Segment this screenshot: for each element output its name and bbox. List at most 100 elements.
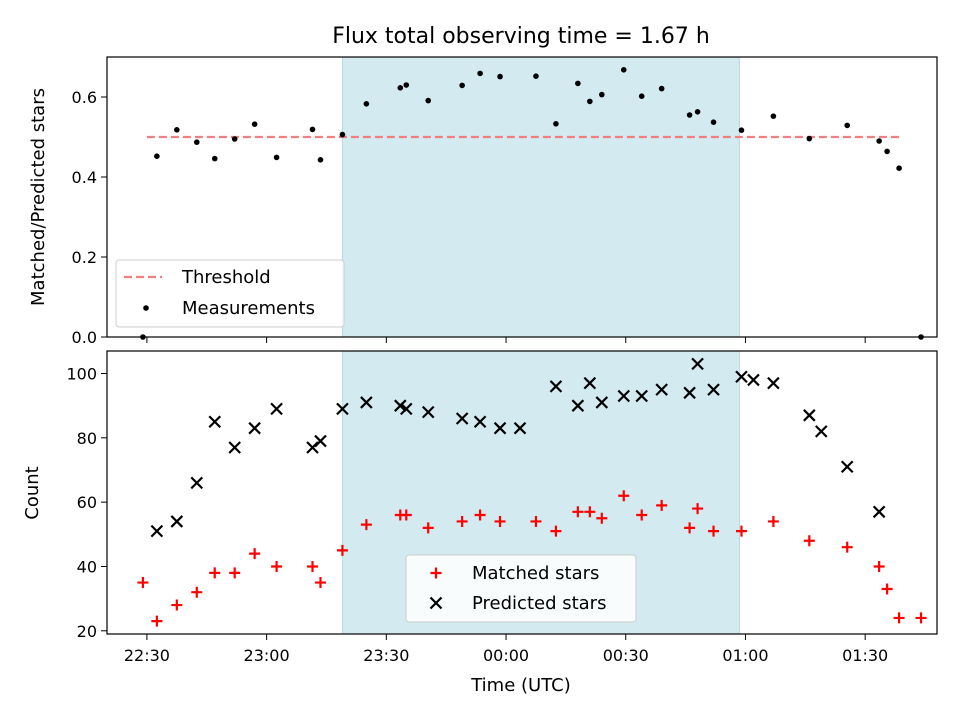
measurement-point <box>339 131 346 138</box>
measurement-point <box>686 112 693 118</box>
matched-point <box>572 506 584 518</box>
predicted-point <box>513 421 527 435</box>
bottom-y-axis-label: Count <box>22 466 43 519</box>
top-y-axis-label: Matched/Predicted stars <box>28 88 49 306</box>
top-shaded-span <box>341 56 740 338</box>
matched-point <box>708 525 720 537</box>
measurement-point <box>658 85 665 92</box>
predicted-point <box>683 386 696 400</box>
matched-point <box>550 525 562 537</box>
measurement-point <box>459 82 465 89</box>
measurement-point <box>770 113 777 119</box>
measurement-point <box>193 139 200 145</box>
predicted-point <box>872 505 886 519</box>
predicted-point <box>473 415 487 429</box>
x-tick-label: 01:00 <box>722 646 768 665</box>
matched-point <box>881 583 893 595</box>
legend-measurements-label: Measurements <box>182 298 315 319</box>
predicted-point <box>635 389 648 403</box>
top-y-tick-label: 0.0 <box>72 328 97 347</box>
legend-matched-swatch <box>430 567 442 579</box>
matched-point <box>209 567 221 579</box>
bottom-axes-frame <box>106 350 938 635</box>
predicted-point <box>815 425 828 438</box>
measurement-point <box>599 91 605 98</box>
measurement-point <box>884 148 890 155</box>
predicted-point <box>803 409 816 422</box>
matched-point <box>893 612 905 624</box>
matched-point <box>360 519 372 531</box>
bottom-y-tick-label: 80 <box>77 429 97 448</box>
predicted-point <box>248 421 261 435</box>
predicted-point <box>747 373 760 387</box>
matched-point <box>307 560 319 572</box>
matched-point <box>400 509 412 521</box>
measurement-point <box>309 126 316 133</box>
x-tick-label: 00:00 <box>483 646 529 665</box>
bottom-legend-box <box>405 554 637 623</box>
measurement-point <box>154 153 160 159</box>
matched-point <box>618 490 630 502</box>
top-legend-box <box>115 259 345 328</box>
measurement-point <box>896 165 902 171</box>
matched-point <box>873 560 885 572</box>
predicted-point <box>190 476 204 490</box>
top-axes-frame <box>106 56 938 338</box>
measurement-point <box>251 121 258 127</box>
matched-point <box>915 612 927 624</box>
predicted-point <box>493 421 507 435</box>
legend-predicted-swatch <box>429 596 443 610</box>
predicted-point <box>400 402 413 416</box>
measurement-point <box>738 127 745 133</box>
matched-point <box>336 544 348 556</box>
measurement-point <box>575 80 581 87</box>
matched-point <box>596 512 608 524</box>
measurement-point <box>397 85 404 91</box>
matched-point <box>151 615 163 627</box>
matched-point <box>137 577 149 589</box>
measurement-point <box>425 97 432 104</box>
x-tick-label: 23:30 <box>363 646 409 665</box>
predicted-point <box>150 524 164 538</box>
legend-matched-label: Matched stars <box>472 563 599 584</box>
predicted-point <box>360 396 373 409</box>
matched-point <box>692 503 704 515</box>
top-y-tick-label: 0.2 <box>72 248 97 267</box>
measurement-point <box>806 135 813 142</box>
bottom-y-tick-label: 60 <box>77 493 97 512</box>
measurement-point <box>694 109 701 115</box>
predicted-point <box>394 399 407 412</box>
legend-threshold-label: Threshold <box>181 267 271 288</box>
predicted-point <box>549 380 563 393</box>
matched-point <box>494 515 506 527</box>
measurement-point <box>497 73 503 80</box>
predicted-point <box>617 389 631 403</box>
predicted-point <box>583 376 597 390</box>
predicted-point <box>208 415 222 429</box>
measurement-point <box>876 138 882 144</box>
measurement-point <box>174 127 180 133</box>
predicted-point <box>655 383 668 396</box>
measurement-point <box>363 101 370 107</box>
matched-point <box>191 586 203 598</box>
matched-point <box>636 509 648 521</box>
bottom-y-tick-label: 100 <box>66 365 97 384</box>
measurement-point <box>620 67 627 73</box>
matched-point <box>456 515 468 527</box>
top-legend: Threshold Measurements <box>115 259 345 328</box>
measurement-point <box>553 121 559 127</box>
measurement-point <box>403 82 410 88</box>
matched-point <box>841 541 853 553</box>
x-tick-label: 00:30 <box>603 646 649 665</box>
predicted-point <box>767 376 780 390</box>
predicted-point <box>336 402 349 416</box>
predicted-point <box>691 357 704 371</box>
legend-measurements-swatch <box>143 305 149 311</box>
matched-point <box>684 522 696 534</box>
measurement-point <box>533 73 539 79</box>
predicted-point <box>735 370 748 384</box>
measurement-point <box>844 122 851 129</box>
top-y-tick-label: 0.6 <box>72 88 97 107</box>
bottom-legend: Matched stars Predicted stars <box>405 554 637 623</box>
